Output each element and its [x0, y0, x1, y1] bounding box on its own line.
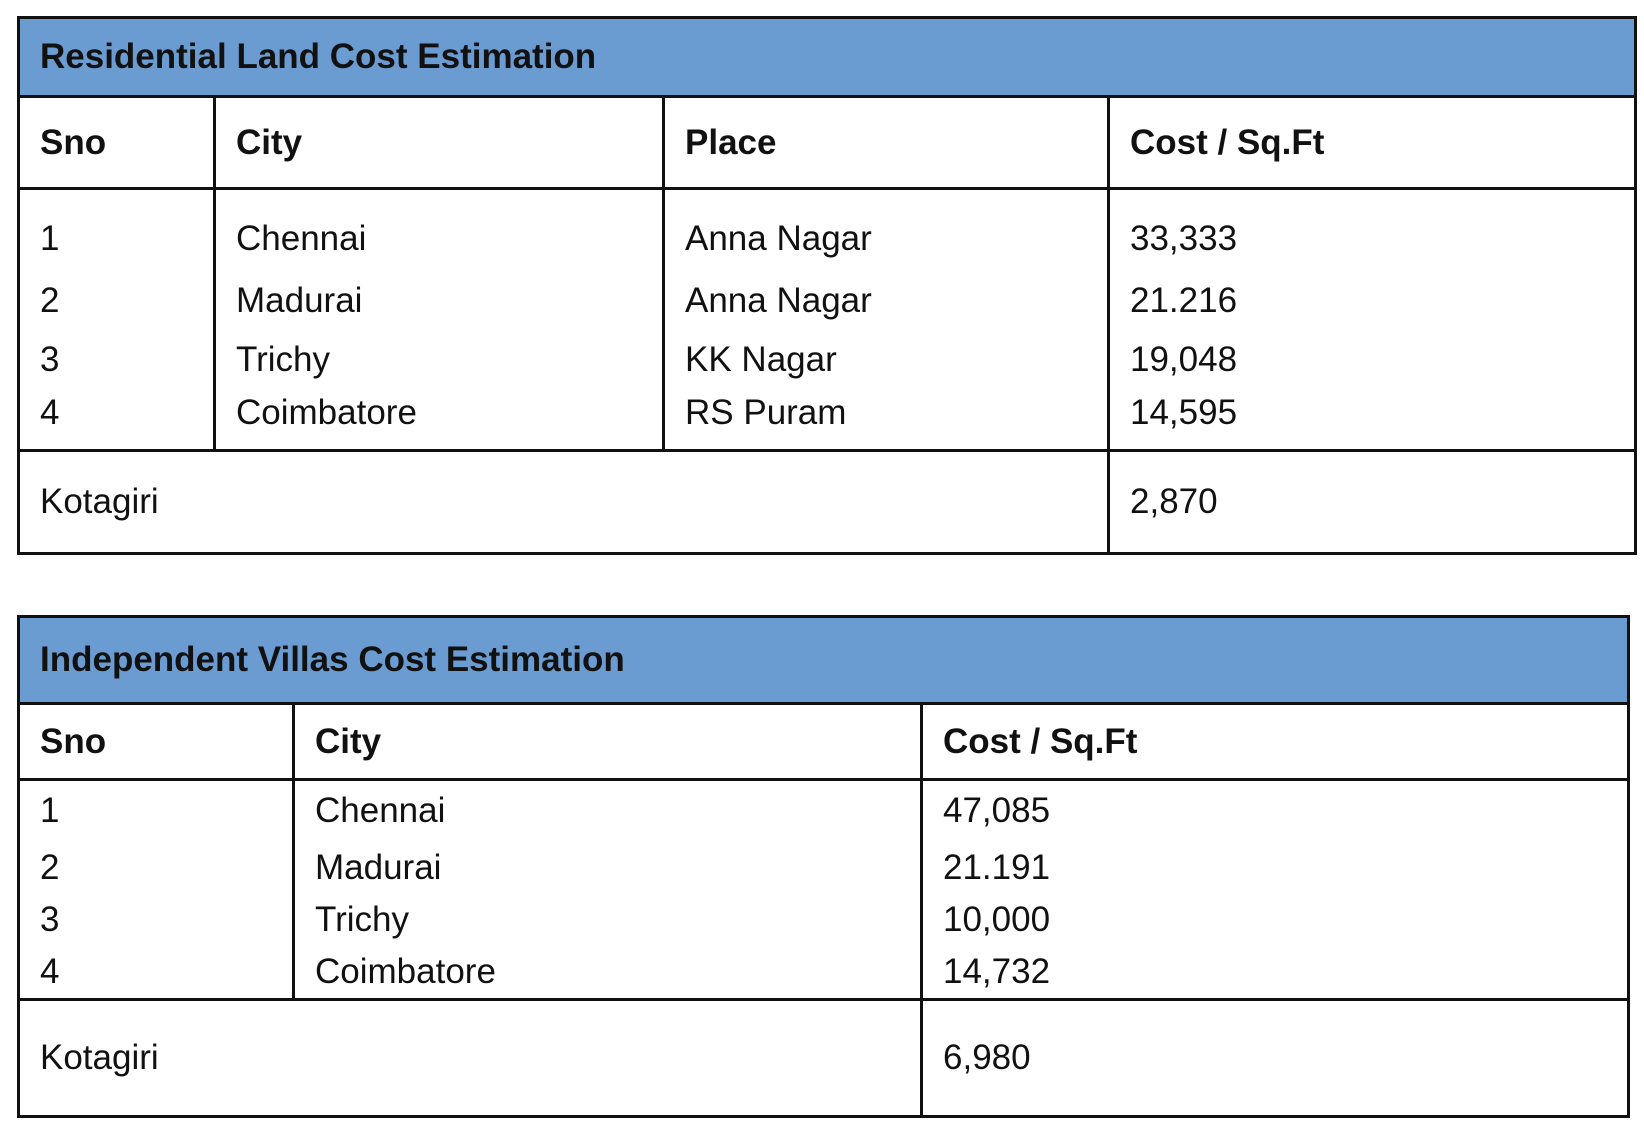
- table-title: Residential Land Cost Estimation: [16, 16, 1638, 98]
- table-row: 1 Chennai Anna Nagar 33,333: [17, 187, 1638, 271]
- cell-cost: 14,595: [1106, 388, 1638, 452]
- table-row: 4 Coimbatore 14,732: [17, 945, 1630, 1001]
- summary-label: Kotagiri: [17, 449, 1110, 555]
- cell-cost: 10,000: [920, 893, 1630, 946]
- cell-place: Anna Nagar: [662, 270, 1110, 332]
- cell-cost: 14,732: [920, 945, 1630, 1001]
- cell-city: Coimbatore: [213, 388, 665, 452]
- cell-cost: 47,085: [920, 778, 1630, 842]
- cell-cost: 21.216: [1106, 270, 1638, 332]
- header-cost: Cost / Sq.Ft: [920, 702, 1630, 781]
- table-row: 3 Trichy 10,000: [17, 893, 1630, 946]
- cell-sno: 1: [17, 187, 216, 271]
- header-city: City: [292, 702, 923, 781]
- header-sno: Sno: [17, 702, 295, 781]
- table-row: 3 Trichy KK Nagar 19,048: [17, 331, 1638, 389]
- cell-place: Anna Nagar: [662, 187, 1110, 271]
- cell-city: Coimbatore: [292, 945, 923, 1001]
- table-row: 4 Coimbatore RS Puram 14,595: [17, 388, 1638, 452]
- cell-city: Trichy: [292, 893, 923, 946]
- summary-cost: 2,870: [1106, 449, 1638, 555]
- summary-row: Kotagiri 2,870: [17, 449, 1638, 555]
- header-city: City: [213, 95, 665, 190]
- table-row: 2 Madurai Anna Nagar 21.216: [17, 270, 1638, 332]
- cell-city: Trichy: [213, 331, 665, 389]
- cell-sno: 4: [17, 388, 216, 452]
- cell-sno: 1: [17, 778, 295, 842]
- header-sno: Sno: [17, 95, 216, 190]
- cell-place: RS Puram: [662, 388, 1110, 452]
- cell-cost: 19,048: [1106, 331, 1638, 389]
- header-place: Place: [662, 95, 1110, 190]
- cell-city: Chennai: [213, 187, 665, 271]
- cell-cost: 21.191: [920, 841, 1630, 894]
- cell-sno: 3: [17, 893, 295, 946]
- cell-city: Chennai: [292, 778, 923, 842]
- cell-sno: 3: [17, 331, 216, 389]
- cell-city: Madurai: [213, 270, 665, 332]
- cell-cost: 33,333: [1106, 187, 1638, 271]
- header-cost: Cost / Sq.Ft: [1106, 95, 1638, 190]
- table-title: Independent Villas Cost Estimation: [17, 615, 1630, 705]
- table-row: 2 Madurai 21.191: [17, 841, 1630, 894]
- cell-city: Madurai: [292, 841, 923, 894]
- independent-villas-table: Independent Villas Cost Estimation Sno C…: [17, 615, 1630, 1118]
- summary-label: Kotagiri: [17, 998, 923, 1118]
- summary-row: Kotagiri 6,980: [17, 998, 1630, 1118]
- residential-land-table: Residential Land Cost Estimation Sno Cit…: [16, 16, 1638, 555]
- cell-sno: 2: [17, 270, 216, 332]
- summary-cost: 6,980: [920, 998, 1630, 1118]
- table-row: 1 Chennai 47,085: [17, 778, 1630, 842]
- cell-place: KK Nagar: [662, 331, 1110, 389]
- cell-sno: 2: [17, 841, 295, 894]
- cell-sno: 4: [17, 945, 295, 1001]
